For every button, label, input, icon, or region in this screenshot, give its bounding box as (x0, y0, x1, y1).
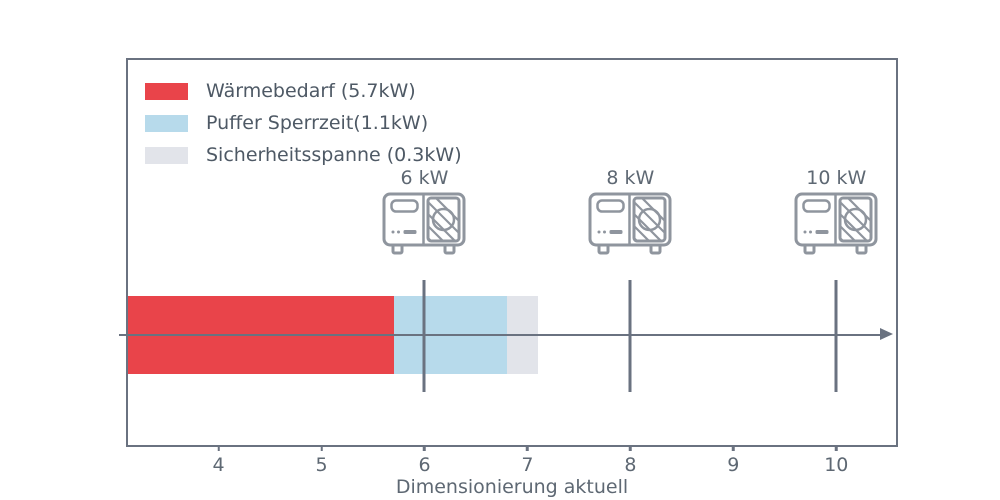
pump-capacity-label: 8 kW (606, 167, 655, 189)
x-tick-mark (217, 445, 220, 451)
legend-swatch (145, 146, 188, 164)
legend: Wärmebedarf (5.7kW) Puffer Sperrzeit(1.1k… (145, 75, 462, 171)
capacity-line-8kw (628, 280, 632, 392)
legend-item: Wärmebedarf (5.7kW) (145, 75, 462, 107)
x-tick-label: 9 (727, 454, 740, 476)
arrow-head-icon (880, 328, 893, 340)
pump-marker-8kw: 8 kW (588, 167, 672, 260)
x-tick-label: 10 (824, 454, 849, 476)
heat-pump-icon (588, 192, 672, 260)
x-tick-mark (732, 445, 735, 451)
legend-item: Puffer Sperrzeit(1.1kW) (145, 107, 462, 139)
x-tick-mark (629, 445, 632, 451)
capacity-line-10kw (834, 280, 838, 392)
x-tick-label: 4 (212, 454, 225, 476)
pump-marker-6kw: 6 kW (382, 167, 466, 260)
legend-label: Sicherheitsspanne (0.3kW) (206, 144, 462, 166)
x-tick-mark (320, 445, 323, 451)
x-tick-mark (526, 445, 529, 451)
dimension-arrow-line (119, 333, 882, 336)
pump-marker-10kw: 10 kW (794, 167, 878, 260)
legend-label: Puffer Sperrzeit(1.1kW) (206, 112, 429, 134)
pump-capacity-label: 6 kW (400, 167, 449, 189)
x-tick-label: 6 (418, 454, 431, 476)
legend-item: Sicherheitsspanne (0.3kW) (145, 139, 462, 171)
x-tick-label: 7 (521, 454, 534, 476)
legend-swatch (145, 82, 188, 100)
heat-pump-icon (794, 192, 878, 260)
heat-pump-icon (382, 192, 466, 260)
capacity-line-6kw (422, 280, 426, 392)
x-axis-title: Dimensionierung aktuell (395, 476, 629, 498)
legend-label: Wärmebedarf (5.7kW) (206, 80, 416, 102)
legend-swatch (145, 114, 188, 132)
plot-area: Wärmebedarf (5.7kW) Puffer Sperrzeit(1.1k… (119, 58, 898, 498)
x-tick-mark (423, 445, 426, 451)
x-tick-mark (835, 445, 838, 451)
x-tick-label: 5 (315, 454, 328, 476)
pump-capacity-label: 10 kW (806, 167, 867, 189)
x-tick-label: 8 (624, 454, 637, 476)
